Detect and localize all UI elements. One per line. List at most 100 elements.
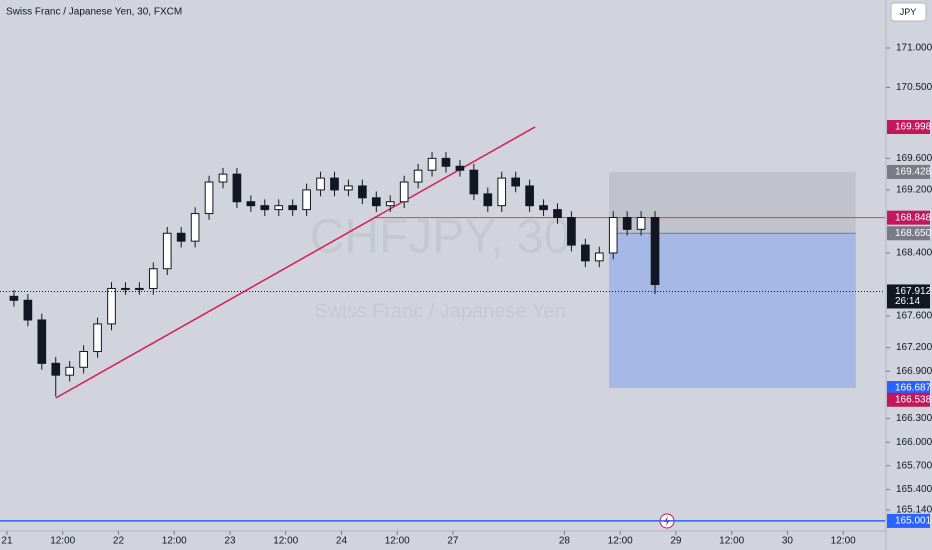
candle-body [385, 201, 395, 207]
x-tick-label: 12:00 [608, 536, 633, 547]
x-tick-label: 21 [1, 536, 13, 547]
price-tag-label: 169.428 [895, 167, 932, 178]
candle-body [65, 366, 75, 376]
x-tick-label: 22 [113, 536, 125, 547]
x-tick-label: 12:00 [273, 536, 298, 547]
price-tag [887, 226, 930, 241]
countdown: 26:14 [895, 296, 920, 307]
candle-body [594, 252, 604, 262]
x-tick-label: 29 [670, 536, 682, 547]
trend-line [55, 126, 536, 399]
candle-body [218, 173, 228, 183]
candle-body [511, 177, 521, 187]
candle-body [525, 185, 534, 207]
x-tick-label: 28 [559, 536, 571, 547]
candle-body [288, 205, 298, 211]
y-tick-label: 165.140 [896, 505, 932, 516]
candle-body [93, 323, 102, 353]
candle-body [37, 319, 47, 364]
candle-body [162, 232, 172, 270]
candle-body [302, 189, 311, 211]
candle-body [246, 201, 256, 207]
watermark: CHFJPY, 30 [310, 211, 571, 264]
currency-label: JPY [900, 7, 917, 17]
x-tick-label: 23 [224, 536, 236, 547]
candle-body [23, 299, 33, 321]
candle-body [497, 177, 507, 207]
candle-body [204, 181, 214, 215]
currency-button[interactable] [890, 2, 927, 22]
candle-body [581, 244, 590, 262]
candle-body [79, 351, 88, 368]
y-tick-label: 169.200 [896, 185, 932, 196]
watermark-subtitle: Swiss Franc / Japanese Yen [314, 300, 565, 322]
candle-body [51, 362, 61, 376]
candle-body [427, 157, 437, 171]
x-tick-label: 12:00 [719, 536, 744, 547]
target-zone [609, 233, 856, 389]
candle-body [622, 217, 632, 230]
chart-title: Swiss Franc / Japanese Yen, 30, FXCM [6, 7, 182, 18]
candle-body [148, 268, 158, 289]
candle-body [371, 197, 381, 207]
y-tick-label: 165.700 [896, 460, 932, 471]
y-tick-label: 166.300 [896, 413, 932, 424]
candle-body [358, 185, 367, 199]
candle-body [567, 217, 576, 246]
candle-body [135, 287, 144, 290]
candle-body [121, 287, 130, 290]
price-tag-label: 168.848 [895, 212, 932, 223]
candle-body [344, 185, 353, 191]
candle-body [274, 205, 284, 211]
candle-body [539, 205, 548, 211]
price-tag [887, 392, 930, 407]
price-tag [887, 210, 930, 225]
candle-body [260, 205, 270, 211]
x-tick-label: 12:00 [385, 536, 410, 547]
price-tag-label: 167.912 [895, 286, 932, 297]
y-tick-label: 167.200 [896, 342, 932, 353]
candle-body [636, 217, 646, 230]
candle-body [650, 217, 660, 286]
price-tag-label: 169.998 [895, 122, 932, 133]
stop-zone [609, 171, 856, 234]
candle-body [330, 177, 339, 191]
candle-body [469, 169, 479, 195]
y-tick-label: 167.600 [896, 311, 932, 322]
price-tag-label: 168.650 [895, 228, 932, 239]
candle-body [232, 173, 242, 203]
candle-body [553, 209, 562, 219]
x-tick-label: 12:00 [162, 536, 187, 547]
candle-body [413, 169, 423, 183]
y-tick-label: 170.500 [896, 82, 932, 93]
y-tick-label: 168.400 [896, 248, 932, 259]
price-tag [887, 120, 930, 135]
candle-body [455, 165, 465, 171]
y-tick-label: 166.900 [896, 366, 932, 377]
candle-body [176, 232, 186, 242]
price-tag [887, 513, 930, 528]
y-tick-label: 171.000 [896, 43, 932, 54]
price-tag [887, 284, 930, 309]
price-tag [887, 381, 930, 396]
x-tick-label: 30 [782, 536, 794, 547]
candle-body [190, 213, 200, 242]
x-tick-label: 27 [447, 536, 459, 547]
candle-body [9, 295, 19, 301]
candle-body [399, 181, 409, 203]
candle-body [316, 177, 325, 191]
candle-body [107, 287, 116, 325]
price-tag [887, 164, 930, 179]
x-tick-label: 12:00 [831, 536, 856, 547]
candle-body [441, 157, 451, 167]
y-tick-label: 166.000 [896, 437, 932, 448]
price-tag-label: 166.687 [895, 383, 932, 394]
y-tick-label: 165.400 [896, 484, 932, 495]
candle-body [608, 217, 618, 254]
price-tag-label: 165.001 [895, 516, 932, 527]
candle-body [483, 193, 493, 207]
x-tick-label: 12:00 [50, 536, 75, 547]
y-tick-label: 169.600 [896, 153, 932, 164]
